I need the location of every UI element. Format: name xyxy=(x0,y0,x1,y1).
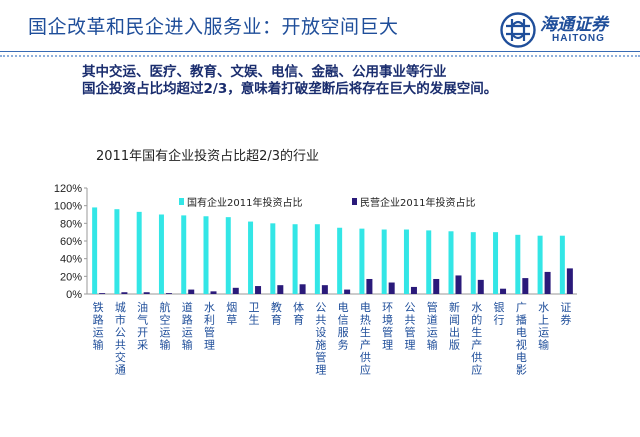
category-label: 道路运输 xyxy=(182,300,193,352)
bar-state-owned xyxy=(426,230,432,294)
legend-swatch xyxy=(179,198,184,205)
category-label: 电信服务 xyxy=(338,301,349,352)
logo-name-cn: 海通证券 xyxy=(540,15,608,35)
bar-private xyxy=(344,289,351,294)
category-label: 银行 xyxy=(494,300,505,327)
bar-private xyxy=(500,288,507,294)
category-label: 水利管理 xyxy=(204,301,215,352)
category-label: 铁路运输 xyxy=(93,301,104,352)
category-label: 电热生产供应 xyxy=(360,301,371,377)
category-label: 水的生产供应 xyxy=(471,301,482,377)
summary-text: 其中交运、医疗、教育、文娱、电信、金融、公用事业等行业 国企投资占比均超过2/3… xyxy=(82,64,622,98)
bar-private xyxy=(566,268,573,294)
bar-state-owned xyxy=(381,229,387,294)
category-label: 环境管理 xyxy=(382,301,393,352)
bar-private xyxy=(366,278,373,294)
bar-private xyxy=(544,271,551,294)
haitong-logo: 海通证券 HAITONG xyxy=(500,12,630,48)
category-label: 公共管理 xyxy=(404,301,415,352)
category-label: 公共设施管理 xyxy=(315,301,326,377)
bar-private xyxy=(99,293,106,294)
category-label: 新闻出版 xyxy=(449,300,460,352)
legend-label: 民营企业2011年投资占比 xyxy=(360,196,475,209)
bar-private xyxy=(477,279,484,294)
bar-state-owned xyxy=(537,235,543,294)
bar-private xyxy=(522,278,529,294)
bar-state-owned xyxy=(403,229,409,294)
logo-name-en: HAITONG xyxy=(552,33,605,44)
bar-private xyxy=(188,289,195,294)
y-tick-label: 40% xyxy=(60,254,82,266)
bar-state-owned xyxy=(493,232,499,294)
bar-private xyxy=(121,292,128,294)
legend-swatch xyxy=(352,198,357,205)
bar-private xyxy=(255,286,262,294)
bar-state-owned xyxy=(114,209,120,294)
bar-state-owned xyxy=(337,227,343,294)
bar-state-owned xyxy=(515,234,521,294)
bar-private xyxy=(232,287,239,294)
category-label: 教育 xyxy=(271,301,282,327)
category-label: 水上运输 xyxy=(538,301,549,352)
category-label: 卫生 xyxy=(249,301,260,327)
bar-private xyxy=(321,285,328,294)
legend-label: 国有企业2011年投资占比 xyxy=(187,196,302,209)
bar-state-owned xyxy=(559,235,565,294)
bar-private xyxy=(277,285,284,294)
bar-state-owned xyxy=(92,207,98,294)
chart-title: 2011年国有企业投资占比超2/3的行业 xyxy=(96,149,320,164)
bar-private xyxy=(210,291,217,294)
bar-private xyxy=(410,286,417,294)
page-title: 国企改革和民企进入服务业：开放空间巨大 xyxy=(28,16,399,38)
y-tick-label: 120% xyxy=(54,183,82,195)
haitong-logo-icon xyxy=(500,12,536,48)
y-tick-label: 20% xyxy=(60,271,82,283)
category-label: 烟草 xyxy=(226,300,237,327)
bar-state-owned xyxy=(225,217,231,294)
bar-state-owned xyxy=(158,214,164,294)
bar-state-owned xyxy=(292,224,298,294)
summary-line-1: 其中交运、医疗、教育、文娱、电信、金融、公用事业等行业 xyxy=(82,64,447,80)
title-divider-dotted xyxy=(0,55,640,57)
summary-line-2: 国企投资占比均超过2/3，意味着打破垄断后将存在巨大的发展空间。 xyxy=(82,81,498,97)
category-label: 航空运输 xyxy=(159,300,170,352)
bar-private xyxy=(143,292,150,294)
bar-private xyxy=(433,278,440,294)
bar-private xyxy=(299,284,306,294)
bar-state-owned xyxy=(448,231,454,294)
bar-state-owned xyxy=(470,232,476,294)
bar-state-owned xyxy=(136,211,142,294)
category-label: 油气开采 xyxy=(137,300,148,352)
y-tick-label: 100% xyxy=(54,201,82,213)
category-label: 广播电视电影 xyxy=(516,301,527,377)
bar-state-owned xyxy=(181,215,187,294)
y-tick-label: 60% xyxy=(60,236,82,248)
bar-private xyxy=(165,293,172,294)
title-divider xyxy=(0,51,640,52)
bar-state-owned xyxy=(270,223,276,294)
category-label: 体育 xyxy=(293,300,304,327)
bar-state-owned xyxy=(359,228,365,294)
bar-state-owned xyxy=(314,224,320,294)
bar-private xyxy=(388,282,395,294)
bar-state-owned xyxy=(203,216,209,294)
bar-state-owned xyxy=(248,221,254,294)
category-label: 城市公共交通 xyxy=(115,301,126,377)
y-tick-label: 80% xyxy=(60,218,82,230)
y-tick-label: 0% xyxy=(66,289,82,301)
category-label: 管道运输 xyxy=(427,300,438,352)
bar-private xyxy=(455,275,462,294)
category-label: 证券 xyxy=(560,301,571,327)
